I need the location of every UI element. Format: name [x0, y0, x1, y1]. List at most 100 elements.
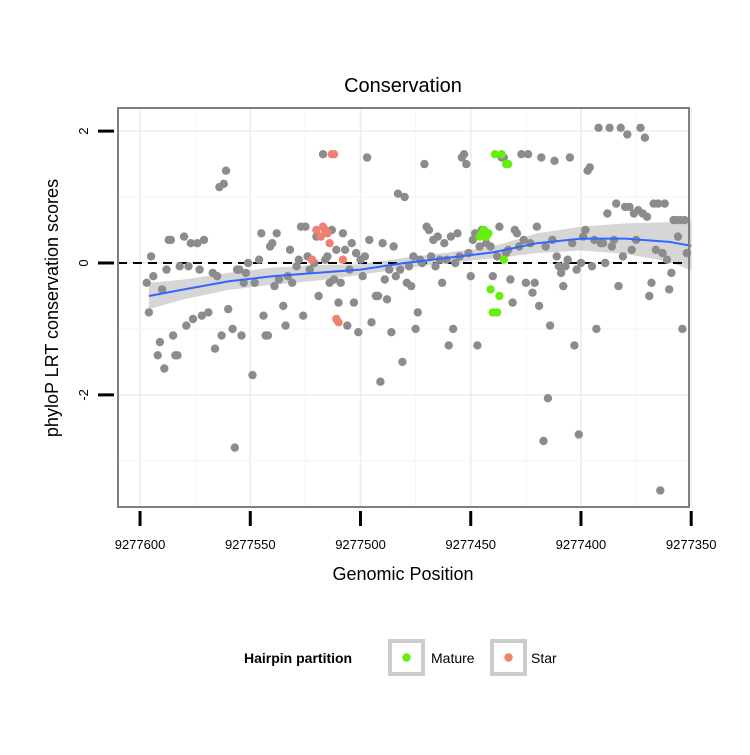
data-point	[186, 239, 195, 248]
data-point	[279, 301, 288, 311]
data-point	[559, 281, 568, 291]
data-point	[424, 225, 434, 235]
panel-border	[117, 107, 690, 508]
data-point	[568, 239, 577, 248]
star-point	[312, 225, 321, 235]
data-point	[380, 275, 389, 284]
data-point	[411, 324, 420, 334]
star-point	[325, 239, 334, 248]
y-tick-label: 2	[76, 127, 91, 134]
data-point	[210, 344, 220, 353]
star-point	[338, 255, 348, 264]
data-point	[385, 265, 394, 274]
data-point	[517, 150, 526, 159]
data-point	[336, 278, 345, 287]
data-point	[473, 341, 482, 350]
legend-title: Hairpin partition	[244, 650, 352, 666]
data-point	[175, 262, 184, 271]
x-tick-label: 9277600	[115, 537, 166, 552]
data-point	[660, 199, 669, 208]
mature-point	[504, 159, 513, 169]
legend-label-mature: Mature	[431, 650, 475, 666]
data-point	[673, 232, 683, 241]
mature-point	[486, 285, 495, 294]
data-point	[468, 235, 478, 245]
data-point	[506, 275, 515, 284]
star-point	[323, 229, 332, 238]
data-point	[241, 268, 251, 278]
star-point	[316, 232, 325, 241]
data-point	[146, 252, 156, 261]
data-point	[653, 199, 663, 208]
data-point	[340, 245, 350, 254]
data-point	[592, 324, 601, 334]
data-point	[528, 288, 537, 297]
data-point	[625, 202, 634, 212]
legend-key-star	[490, 639, 527, 676]
data-point	[257, 229, 266, 238]
data-point	[576, 258, 586, 268]
data-point	[354, 328, 363, 337]
data-point	[532, 222, 542, 231]
data-point	[446, 232, 456, 241]
data-point	[270, 281, 279, 291]
y-tick-label: 0	[76, 259, 91, 266]
data-point	[155, 337, 165, 347]
data-point	[179, 232, 189, 241]
data-point	[433, 232, 442, 241]
data-point	[662, 255, 672, 264]
data-point	[367, 318, 376, 327]
data-point	[254, 255, 264, 264]
data-point	[195, 265, 204, 274]
data-point	[431, 262, 440, 271]
data-point	[453, 229, 462, 238]
mature-point	[499, 255, 508, 264]
data-point	[545, 321, 555, 330]
data-point	[228, 324, 237, 334]
y-axis-label: phyloP LRT conservation scores	[42, 179, 62, 437]
data-point	[400, 192, 409, 202]
data-point	[360, 252, 370, 261]
data-point	[623, 130, 632, 139]
plot-panel	[118, 108, 689, 507]
data-point	[462, 159, 471, 169]
mature-point	[490, 150, 500, 159]
data-point	[219, 179, 228, 188]
data-point	[237, 331, 246, 340]
data-point	[373, 291, 383, 301]
data-point	[493, 252, 502, 261]
data-point	[413, 308, 422, 317]
x-tick-label: 9277450	[445, 537, 496, 552]
data-point	[680, 215, 689, 225]
data-point	[437, 278, 447, 287]
data-point	[512, 229, 522, 238]
x-axis: 9277600 9277550 9277500 9277450 9277400 92773…	[115, 511, 717, 552]
data-point	[182, 321, 191, 330]
data-point	[285, 245, 295, 254]
data-point	[334, 298, 343, 307]
data-point	[142, 278, 151, 287]
data-point	[508, 298, 517, 307]
data-point	[193, 239, 202, 248]
data-point	[157, 285, 167, 294]
data-point	[288, 278, 297, 287]
data-point	[656, 486, 665, 495]
data-point	[572, 265, 581, 274]
data-point	[488, 272, 497, 281]
smooth-line	[148, 237, 692, 297]
chart-title: Conservation	[344, 75, 462, 97]
mature-point	[497, 150, 506, 159]
data-point	[552, 252, 561, 261]
data-point	[378, 239, 387, 248]
data-point	[343, 321, 352, 330]
data-point	[301, 222, 310, 231]
data-point	[166, 235, 176, 245]
data-point	[645, 291, 654, 301]
data-point	[268, 239, 277, 248]
data-point	[323, 252, 332, 261]
data-point	[389, 242, 398, 251]
x-tick-label: 9277350	[666, 537, 717, 552]
data-point	[294, 255, 303, 264]
data-point	[332, 245, 341, 254]
